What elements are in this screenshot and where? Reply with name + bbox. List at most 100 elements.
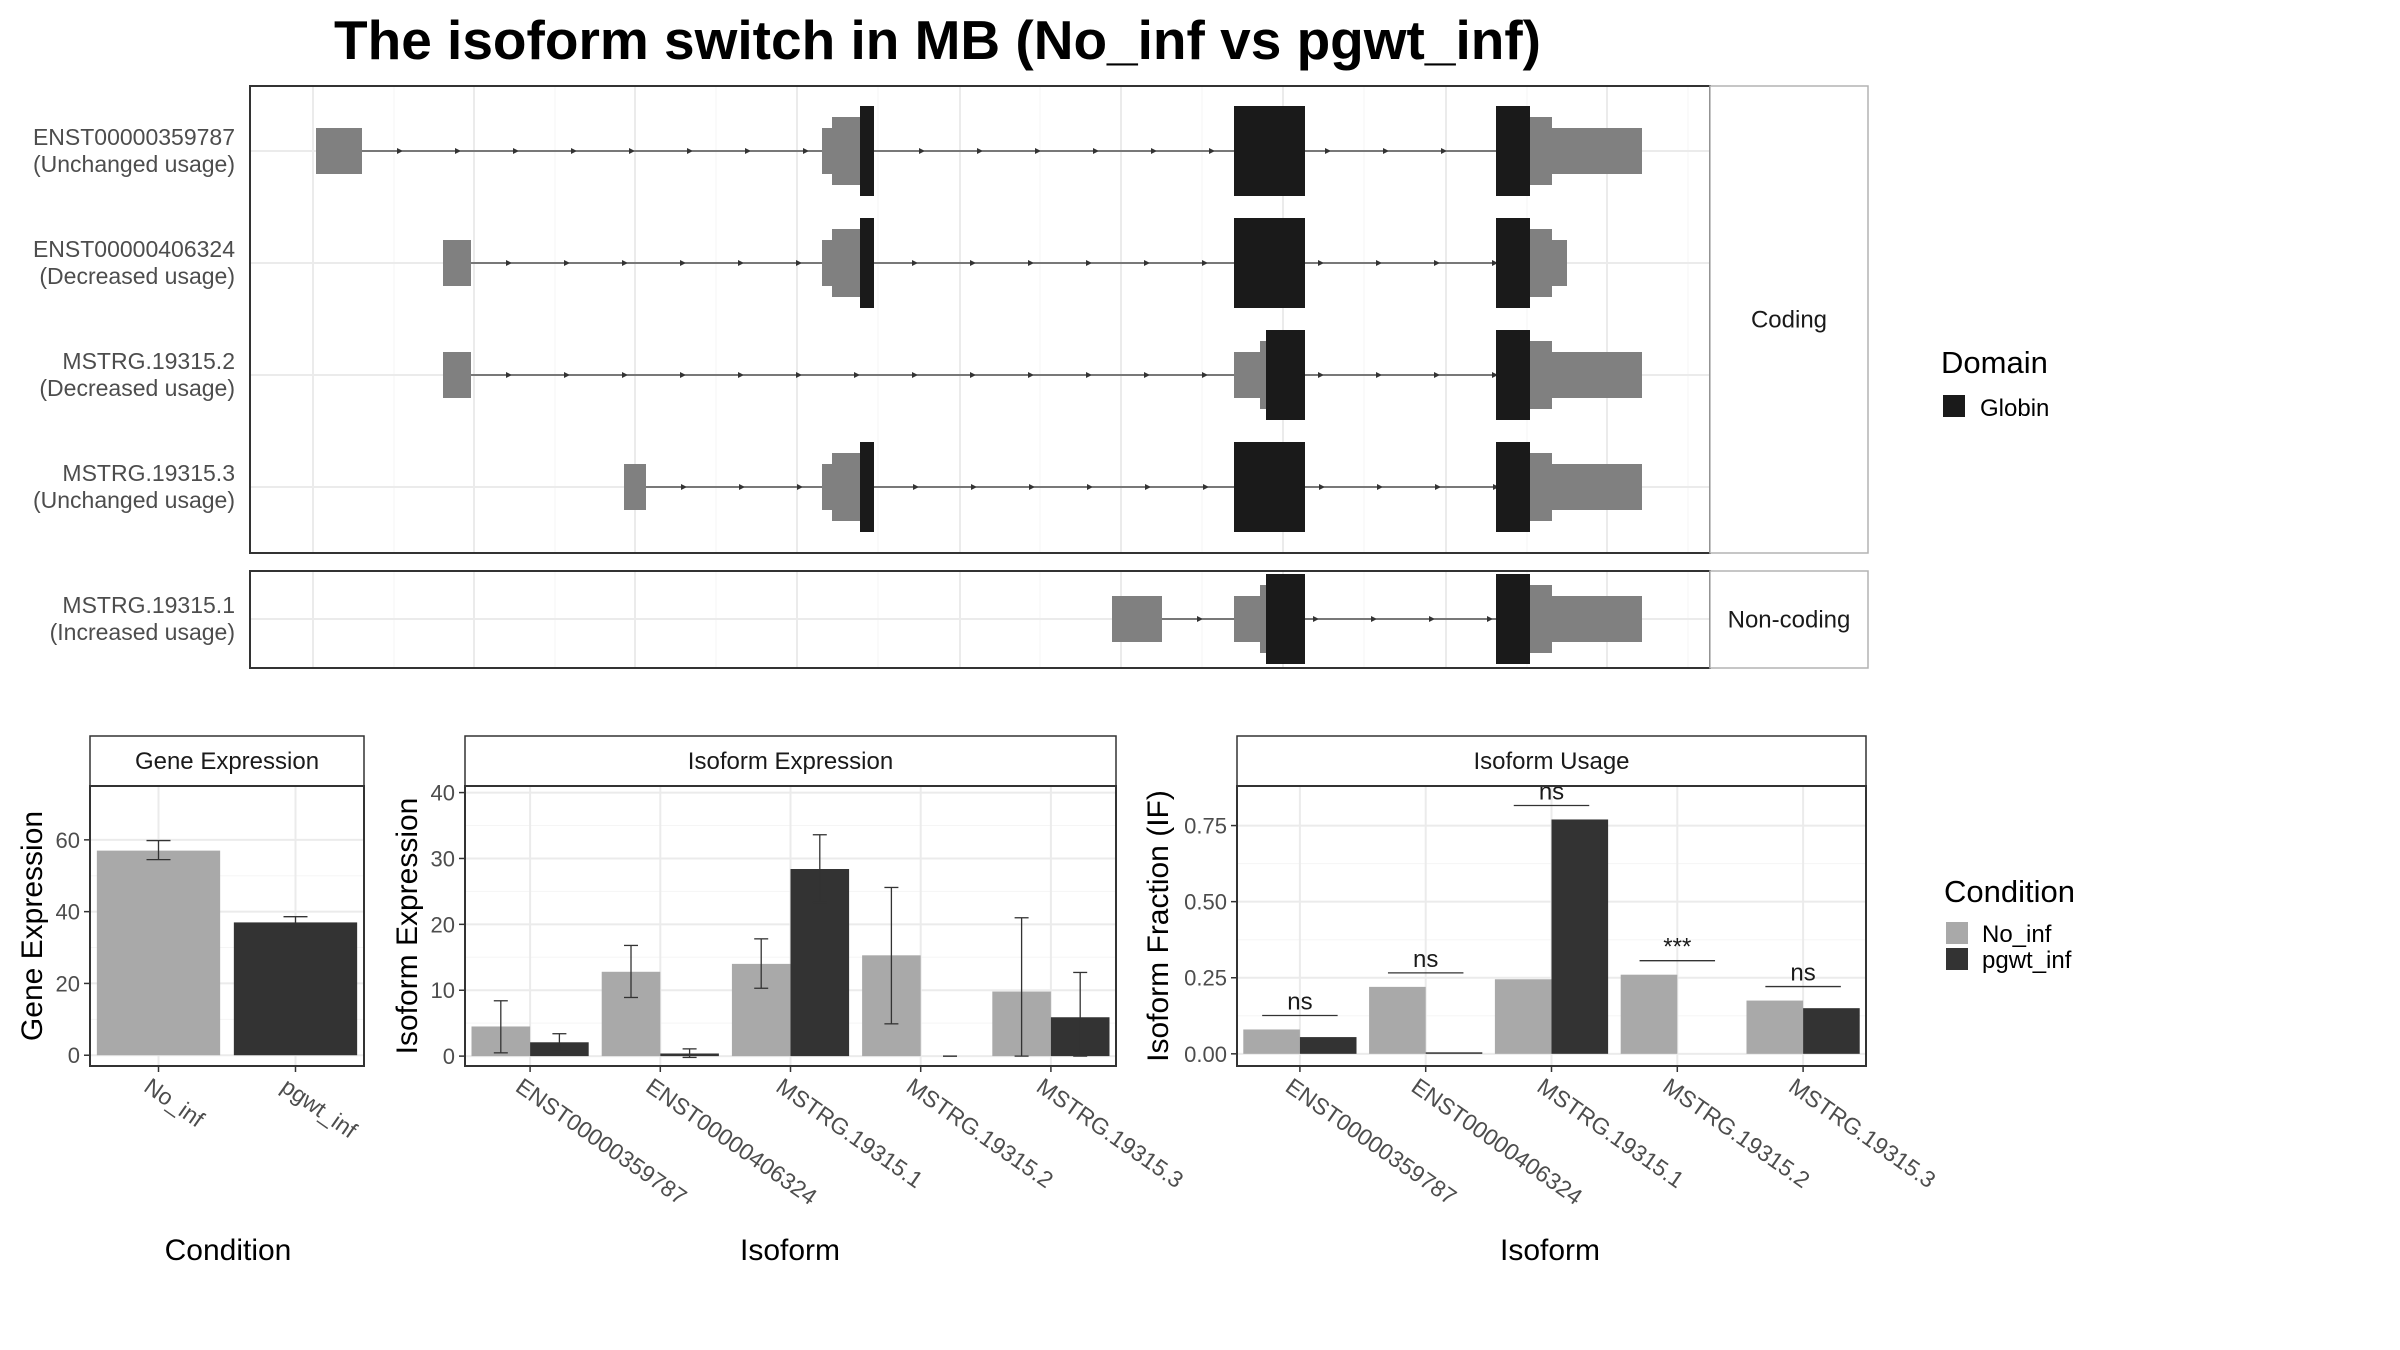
isoform-name-label: MSTRG.19315.3 [62, 460, 235, 486]
globin-domain-exon [1234, 218, 1305, 308]
y-tick-label: 0.25 [1184, 966, 1227, 991]
x-axis-title: Isoform [1500, 1234, 1600, 1267]
utr-exon [832, 117, 860, 185]
y-tick-label: 60 [56, 828, 80, 853]
bar-panel-gene-expression: Gene Expression 0 20 40 60 No_inf pgwt_inf Cond… [16, 735, 365, 1267]
structure-panel-non-coding: MSTRG.19315.1(Increased usage) Non-coding [50, 570, 1869, 669]
utr-exon [1234, 352, 1260, 398]
isoform-name-label: MSTRG.19315.2 [62, 348, 235, 374]
utr-exon [822, 464, 832, 510]
y-tick-label: 20 [431, 912, 455, 937]
globin-domain-exon [1496, 218, 1530, 308]
bar-panel-isoform-expression: Isoform Expression010203040ENST000003597… [391, 735, 1188, 1267]
facet-strip-label: Coding [1751, 307, 1827, 334]
isoform-usage-label: (Unchanged usage) [33, 151, 235, 177]
isoform-track: ENST00000359787(Unchanged usage) [33, 106, 1710, 196]
utr-exon [1552, 128, 1642, 174]
utr-exon [1530, 229, 1552, 297]
globin-domain-exon [860, 442, 874, 532]
facet-strip [1236, 735, 1867, 787]
facet-strip-label: Isoform Usage [1473, 748, 1629, 775]
globin-domain-exon [1496, 330, 1530, 420]
page-title: The isoform switch in MB (No_inf vs pgwt… [334, 9, 1541, 71]
isoform-usage-label: (Decreased usage) [39, 263, 235, 289]
y-tick-label: 30 [431, 846, 455, 871]
x-tick-label: pgwt_inf [277, 1073, 363, 1144]
utr-exon [624, 464, 646, 510]
x-axis-title: Isoform [740, 1234, 840, 1267]
isoform-name-label: MSTRG.19315.1 [62, 592, 235, 618]
utr-exon [1530, 585, 1552, 653]
utr-exon [1552, 240, 1567, 286]
globin-domain-exon [1496, 574, 1530, 664]
facet-strip [1709, 570, 1869, 669]
isoform-track: MSTRG.19315.3(Unchanged usage) [33, 442, 1710, 532]
bar-no_inf [1369, 986, 1426, 1054]
significance-label: ns [1287, 988, 1312, 1015]
y-axis-title: Gene Expression [16, 811, 49, 1041]
utr-exon [1552, 596, 1642, 642]
panel-border [89, 785, 365, 1067]
globin-domain-exon [860, 218, 874, 308]
isoform-usage-label: (Increased usage) [50, 619, 235, 645]
significance-label: ns [1539, 778, 1564, 805]
panel-border [464, 785, 1117, 1067]
utr-exon [1260, 585, 1266, 653]
utr-exon [1530, 453, 1552, 521]
utr-exon [1552, 352, 1642, 398]
legend-label: Globin [1980, 395, 2049, 422]
globin-domain-exon [1234, 106, 1305, 196]
globin-domain-exon [1496, 106, 1530, 196]
isoform-track: MSTRG.19315.1(Increased usage) [50, 574, 1710, 664]
facet-strip-label: Isoform Expression [688, 748, 893, 775]
legend-label: No_inf [1982, 921, 2052, 948]
globin-domain-exon [1266, 574, 1305, 664]
isoform-track: MSTRG.19315.2(Decreased usage) [39, 330, 1710, 420]
panel-border [1236, 785, 1867, 1067]
globin-domain-exon [1234, 442, 1305, 532]
bar-no_inf [1746, 1000, 1804, 1054]
isoform-name-label: ENST00000406324 [33, 236, 235, 262]
expression-panels: Gene Expression 0 20 40 60 No_inf pgwt_inf Cond… [16, 735, 1941, 1267]
bar-panel-isoform-usage: Isoform Usage 0.00 0.25 0.50 0.75 ns ns ns *** ns… [1142, 735, 1941, 1267]
facet-strip [89, 735, 365, 787]
utr-exon [443, 352, 471, 398]
bar-pgwt_inf [1803, 1008, 1860, 1054]
y-tick-label: 0.00 [1184, 1042, 1227, 1067]
bar-no_inf [96, 850, 221, 1056]
utr-exon [1112, 596, 1162, 642]
y-tick-label: 0 [68, 1043, 80, 1068]
facet-strip [1709, 85, 1869, 554]
utr-exon [1234, 596, 1260, 642]
significance-label: ns [1413, 946, 1438, 973]
legend-label: pgwt_inf [1982, 947, 2072, 974]
y-tick-label: 10 [431, 978, 455, 1003]
utr-exon [316, 128, 362, 174]
utr-exon [443, 240, 471, 286]
legend-title: Domain [1941, 345, 2048, 380]
legend-swatch [1943, 395, 1965, 417]
bar-pgwt_inf [1551, 819, 1609, 1054]
y-tick-label: 0.50 [1184, 890, 1227, 915]
isoform-track: ENST00000406324(Decreased usage) [33, 218, 1710, 308]
utr-exon [1530, 117, 1552, 185]
globin-domain-exon [1496, 442, 1530, 532]
y-tick-label: 0.75 [1184, 814, 1227, 839]
isoform-usage-label: (Decreased usage) [39, 375, 235, 401]
isoform-name-label: ENST00000359787 [33, 124, 235, 150]
y-tick-label: 0 [443, 1044, 455, 1069]
significance-label: ns [1790, 960, 1815, 987]
utr-exon [1530, 341, 1552, 409]
x-axis-title: Condition [165, 1234, 292, 1267]
facet-strip-label: Non-coding [1728, 607, 1851, 634]
globin-domain-exon [860, 106, 874, 196]
y-tick-label: 40 [431, 781, 455, 806]
bar-pgwt_inf [1299, 1037, 1357, 1054]
utr-exon [832, 453, 860, 521]
utr-exon [1552, 464, 1642, 510]
bar-no_inf [1494, 979, 1552, 1054]
facet-strip [464, 735, 1117, 787]
